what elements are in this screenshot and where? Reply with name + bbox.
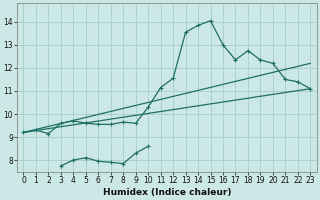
- X-axis label: Humidex (Indice chaleur): Humidex (Indice chaleur): [103, 188, 231, 197]
